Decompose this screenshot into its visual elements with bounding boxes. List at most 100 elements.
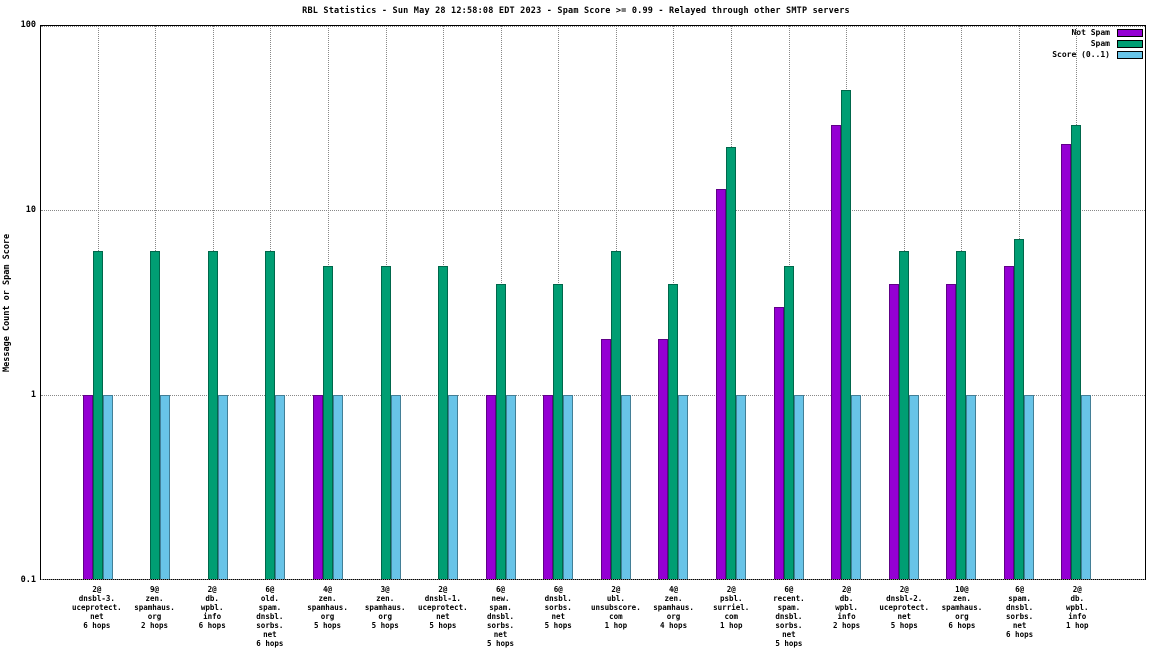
bar-score-0-1- [390,394,401,579]
bar-not-spam [600,339,611,579]
bar-slot [658,26,669,579]
bar-slot [773,26,784,579]
bar-score-0-1- [160,394,171,579]
x-tick-label: 2@ dnsbl-2. uceprotect. net 5 hops [879,585,930,630]
bar-spam [265,251,276,579]
bar-slot [908,26,919,579]
legend-swatch [1117,39,1143,48]
bar-slot [1061,26,1072,579]
bar-slot [1003,26,1014,579]
bar-slot [1081,26,1092,579]
bar-score-0-1- [505,394,516,579]
bar-spam [956,251,967,579]
bar-slot [371,26,381,579]
bar-slot [600,26,611,579]
x-tick-label: 2@ ubl. unsubscore. com 1 hop [591,585,641,630]
bar-spam [783,265,794,579]
x-tick-label: 2@ db. wpbl. info 2 hops [833,585,861,630]
bar-group [817,26,875,579]
legend: Not Spam Spam Score (0..1) [1052,27,1143,60]
bar-group [990,26,1048,579]
x-tick-label: 6@ dnsbl. sorbs. net 5 hops [544,585,572,630]
x-tick-label: 4@ zen. spamhaus. org 4 hops [653,585,694,630]
bar-score-0-1- [735,394,746,579]
bar-spam [207,251,218,579]
bar-slot [207,26,218,579]
bar-slot [102,26,113,579]
x-tick-label: 6@ new. spam. dnsbl. sorbs. net 5 hops [486,585,515,648]
bar-slot [428,26,438,579]
bar-columns [69,26,1105,579]
bar-group [69,26,127,579]
bar-slot [140,26,150,579]
bar-slot [898,26,909,579]
bar-slot [851,26,862,579]
chart-title: RBL Statistics - Sun May 28 12:58:08 EDT… [302,6,850,16]
legend-label: Spam [1090,39,1110,48]
bar-slot [198,26,208,579]
bar-not-spam [1003,265,1014,579]
bar-slot [313,26,324,579]
bar-slot [553,26,564,579]
legend-swatch [1117,50,1143,59]
bar-group [875,26,933,579]
x-tick-label: 6@ spam. dnsbl. sorbs. net 6 hops [1006,585,1034,639]
bar-group [357,26,415,579]
y-tick-label: 100 [20,20,36,30]
bar-spam [150,251,161,579]
x-tick-label: 2@ db. wpbl. info 1 hop [1065,585,1089,630]
y-tick-label: 10 [25,205,36,215]
bar-slot [275,26,286,579]
bar-slot [333,26,344,579]
bar-score-0-1- [275,394,286,579]
bar-not-spam [82,394,93,579]
x-tick-label: 2@ dnsbl-1. uceprotect. net 5 hops [418,585,468,630]
y-tick-label: 0.1 [20,575,36,585]
y-gridline [41,579,1145,580]
bar-spam [841,89,852,579]
bar-spam [438,265,449,579]
bar-slot [966,26,977,579]
bar-slot [390,26,401,579]
bar-slot [217,26,228,579]
bar-group [472,26,530,579]
bar-slot [1071,26,1082,579]
bar-slot [946,26,957,579]
x-tick-label: 4@ zen. spamhaus. org 5 hops [307,585,348,630]
bar-spam [668,283,679,579]
x-tick-label: 2@ dnsbl-3. uceprotect. net 6 hops [72,585,122,630]
bar-slot [831,26,842,579]
bar-slot [1023,26,1034,579]
x-tick-label: 6@ old. spam. dnsbl. sorbs. net 6 hops [256,585,284,648]
bar-score-0-1- [1081,394,1092,579]
bar-slot [438,26,449,579]
x-tick-label: 10@ zen. spamhaus. org 6 hops [941,585,983,630]
bar-slot [495,26,506,579]
y-gridline [41,26,1145,27]
bar-score-0-1- [217,394,228,579]
bar-spam [725,147,736,579]
legend-row: Score (0..1) [1052,49,1143,60]
x-tick-label: 3@ zen. spamhaus. org 5 hops [364,585,406,630]
bar-slot [1013,26,1024,579]
bar-slot [485,26,496,579]
y-tick-label: 1 [30,390,36,400]
bar-slot [255,26,265,579]
bar-slot [380,26,391,579]
bar-score-0-1- [851,394,862,579]
bar-not-spam [313,394,324,579]
bar-group [530,26,588,579]
bar-slot [323,26,334,579]
bar-score-0-1- [102,394,113,579]
bar-spam [1071,125,1082,579]
bar-not-spam [888,283,899,579]
bar-slot [610,26,621,579]
bar-slot [678,26,689,579]
bar-slot [668,26,679,579]
x-tick-labels: 2@ dnsbl-3. uceprotect. net 6 hops 9@ zen… [68,585,1106,648]
bar-not-spam [773,306,784,579]
bar-score-0-1- [678,394,689,579]
bar-slot [620,26,631,579]
bar-slot [715,26,726,579]
